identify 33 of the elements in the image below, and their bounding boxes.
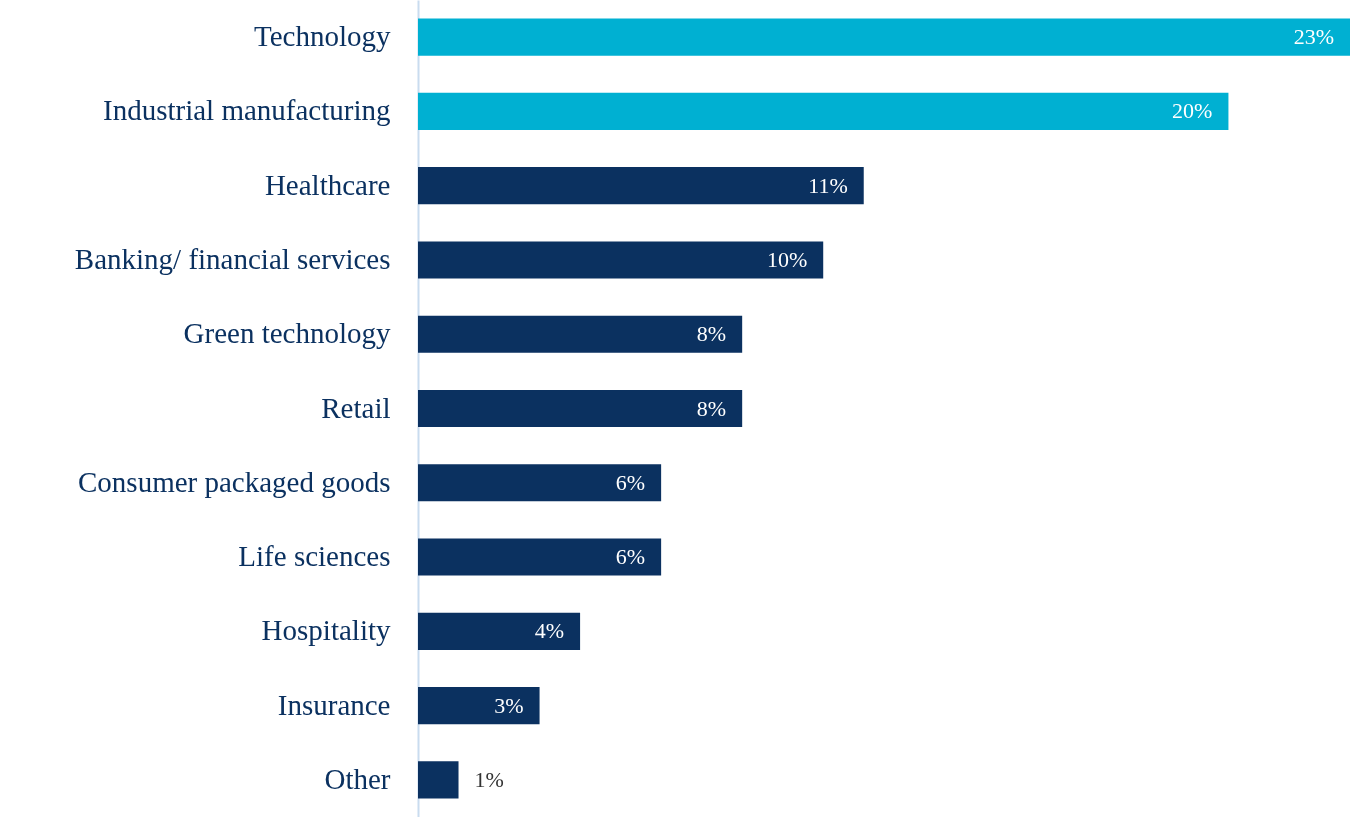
- bar: [418, 389, 743, 428]
- y-tick-label: Insurance: [277, 688, 391, 721]
- bar: [418, 18, 1350, 56]
- y-tick-label: Industrial manufacturing: [103, 94, 391, 127]
- data-label: 3%: [494, 692, 524, 718]
- data-label: 10%: [766, 246, 808, 272]
- data-label: 20%: [1172, 98, 1213, 124]
- bar: [418, 612, 581, 650]
- bar: [418, 464, 662, 502]
- bar: [418, 241, 824, 279]
- y-tick-label: Technology: [254, 20, 391, 53]
- bar: [418, 92, 1229, 130]
- bar: [418, 761, 459, 799]
- data-label: 11%: [808, 172, 848, 198]
- y-tick-label: Hospitality: [261, 614, 391, 647]
- y-tick-label: Consumer packaged goods: [78, 465, 391, 498]
- y-tick-label: Banking/ financial services: [74, 242, 391, 275]
- data-label: 8%: [696, 395, 727, 421]
- y-tick-label: Green technology: [183, 317, 391, 350]
- y-tick-label: Healthcare: [264, 168, 391, 201]
- y-tick-label: Retail: [321, 391, 391, 424]
- data-label: 1%: [474, 766, 504, 792]
- data-label: 8%: [696, 321, 727, 347]
- bar: [418, 538, 662, 576]
- bar: [418, 687, 540, 725]
- data-label: 4%: [534, 618, 565, 644]
- y-tick-label: Life sciences: [238, 540, 391, 573]
- bar: [418, 167, 864, 205]
- bar: [418, 315, 743, 353]
- data-label: 6%: [615, 544, 646, 570]
- y-tick-label: Other: [324, 762, 391, 795]
- data-label: 23%: [1293, 24, 1334, 50]
- data-label: 6%: [615, 469, 646, 495]
